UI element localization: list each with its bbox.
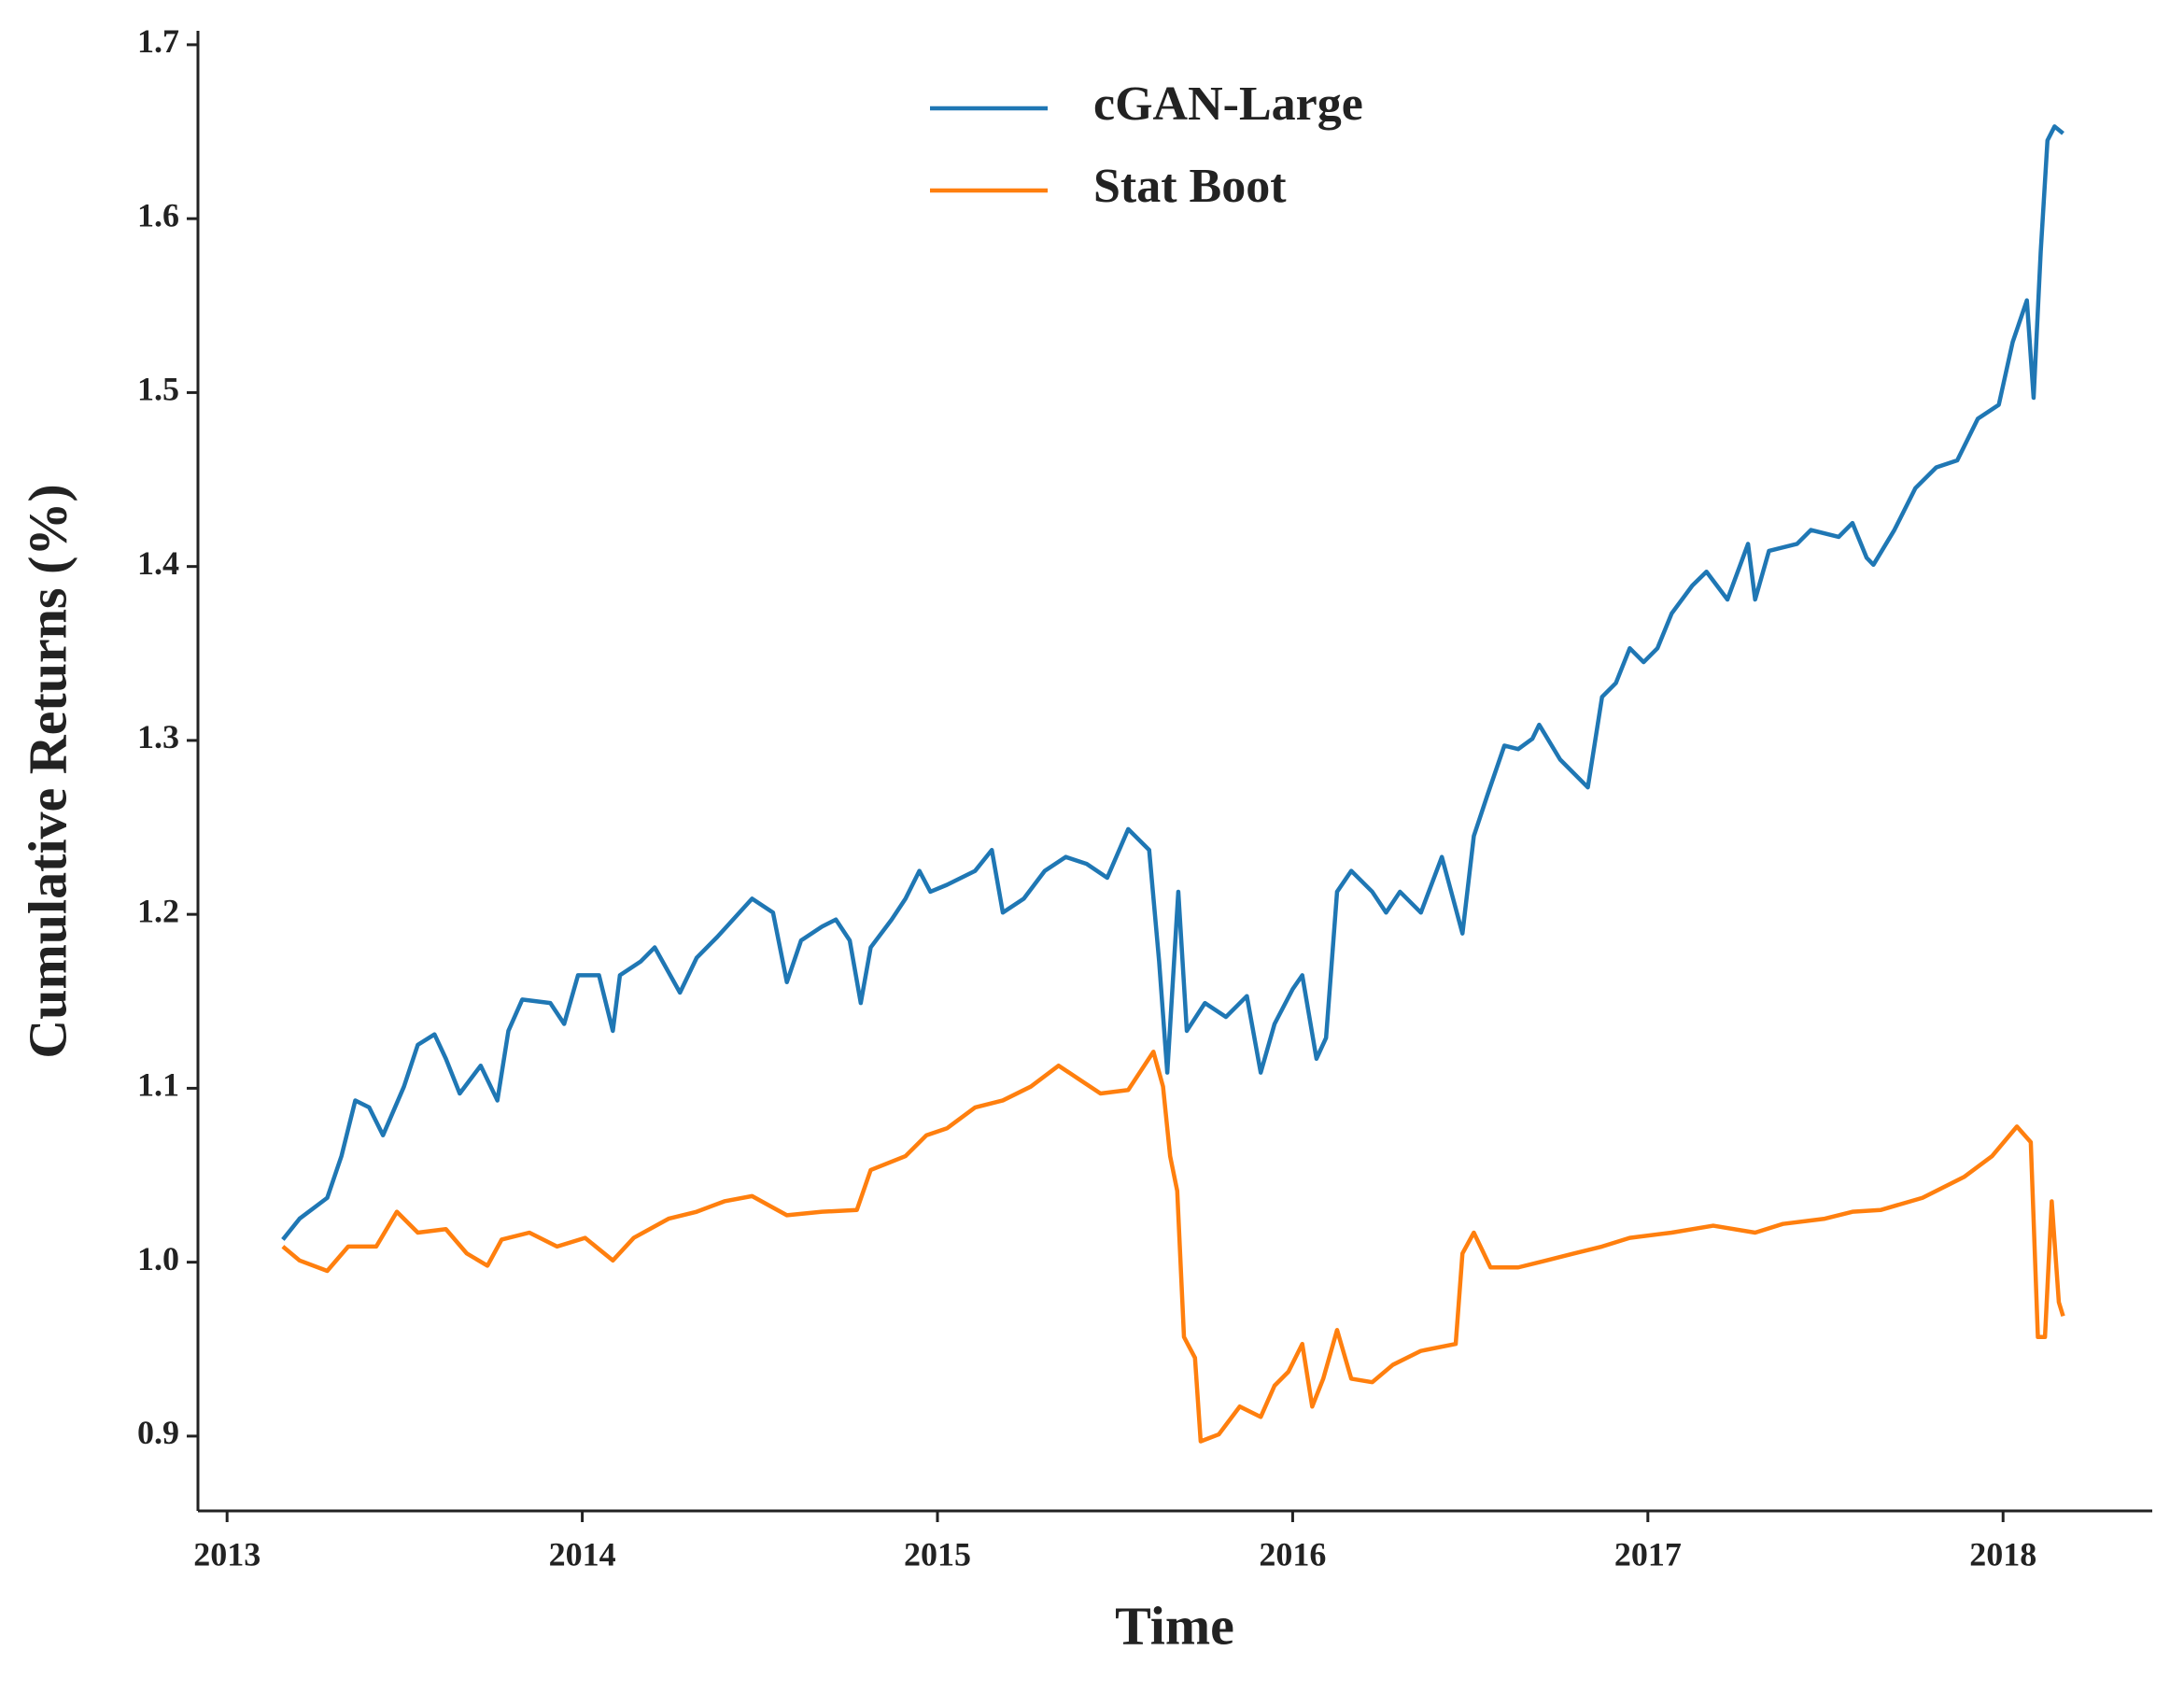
y-tick-label: 1.5 (137, 371, 179, 408)
x-tick-label: 2016 (1259, 1535, 1326, 1573)
legend-label: Stat Boot (1093, 160, 1287, 213)
y-tick-label: 1.2 (137, 892, 179, 929)
y-tick-label: 0.9 (137, 1414, 179, 1451)
series-line (281, 124, 2064, 1241)
series-line (281, 1050, 2065, 1444)
x-tick-label: 2014 (549, 1535, 616, 1573)
legend-label: cGAN-Large (1093, 78, 1363, 131)
y-tick-label: 1.1 (137, 1066, 179, 1104)
y-tick-label: 1.4 (137, 544, 179, 582)
x-tick-label: 2017 (1614, 1535, 1682, 1573)
x-axis-label: Time (1115, 1595, 1234, 1656)
x-tick-label: 2018 (1969, 1535, 2036, 1573)
y-tick-label: 1.7 (137, 22, 179, 60)
x-tick-label: 2015 (904, 1535, 971, 1573)
y-axis-label: Cumulative Returns (%) (17, 484, 77, 1058)
y-tick-label: 1.6 (137, 196, 179, 233)
x-tick-label: 2013 (193, 1535, 261, 1573)
y-tick-label: 1.3 (137, 718, 179, 755)
y-tick-label: 1.0 (137, 1240, 179, 1277)
